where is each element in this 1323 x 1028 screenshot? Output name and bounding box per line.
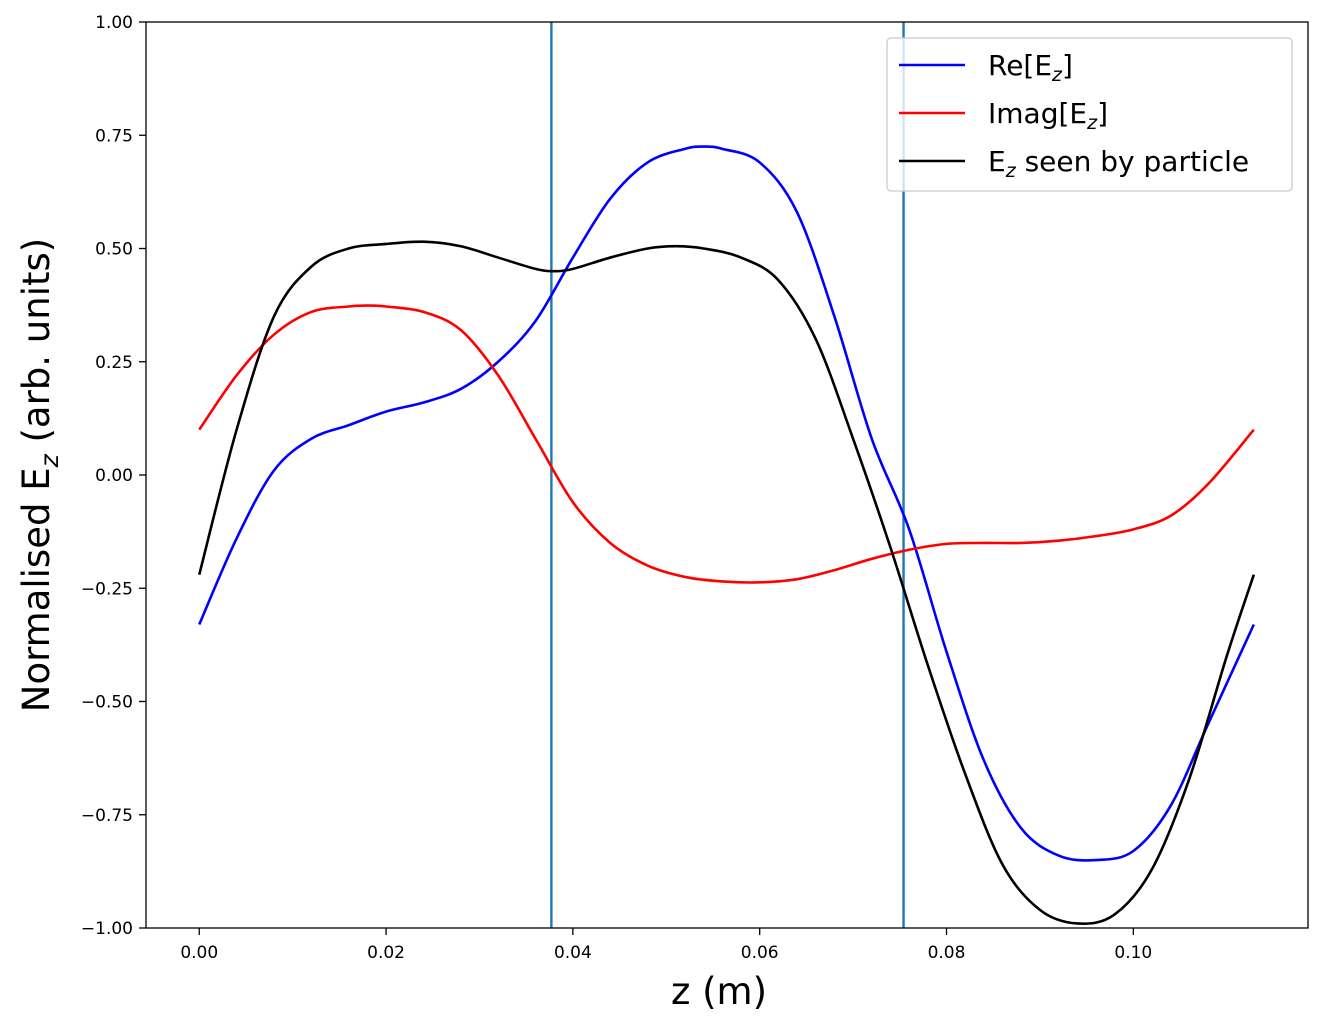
series-re-ez — [198, 145, 1256, 862]
x-tick-label: 0.10 — [1114, 943, 1152, 963]
legend: Re[Ez] Imag[Ez] Ez seen by particle — [886, 37, 1293, 192]
y-axis-label: Normalised Ez (arb. units) — [15, 238, 64, 712]
x-axis-label: z (m) — [671, 970, 767, 1013]
y-tick-label: 0.50 — [95, 240, 133, 260]
y-axis-label-main: Normalised E — [15, 467, 58, 712]
x-tick-label: 0.08 — [928, 943, 966, 963]
x-axis-ticks: 0.00 0.02 0.04 0.06 0.08 0.10 — [180, 928, 1152, 963]
legend-label: Re[Ez] — [988, 49, 1073, 86]
x-tick-label: 0.04 — [554, 943, 592, 963]
y-tick-label: 0.75 — [95, 126, 133, 146]
x-tick-label: 0.02 — [367, 943, 405, 963]
y-axis-label-sub: z — [35, 453, 64, 468]
legend-box — [886, 37, 1293, 192]
series-layer — [197, 145, 1256, 925]
legend-entry-re-ez: Re[Ez] — [899, 49, 1073, 86]
y-tick-label: −1.00 — [81, 919, 133, 939]
legend-entry-imag-ez: Imag[Ez] — [899, 97, 1108, 134]
legend-label: Ez seen by particle — [988, 145, 1249, 182]
x-tick-label: 0.06 — [741, 943, 779, 963]
y-tick-label: 1.00 — [95, 13, 133, 33]
y-axis-label-rest: (arb. units) — [15, 238, 58, 455]
y-tick-label: 0.25 — [95, 353, 133, 373]
y-tick-label: −0.50 — [81, 693, 133, 713]
y-tick-label: −0.25 — [81, 579, 133, 599]
legend-entry-ez-seen-by-particle: Ez seen by particle — [899, 145, 1249, 182]
y-tick-label: −0.75 — [81, 806, 133, 826]
legend-label: Imag[Ez] — [988, 97, 1108, 134]
x-tick-label: 0.00 — [180, 943, 218, 963]
series-ez-seen-by-particle — [197, 240, 1256, 925]
series-imag-ez — [198, 304, 1255, 584]
y-axis-ticks: −1.00 −0.75 −0.50 −0.25 0.00 0.25 0.50 0.75 1.00 — [81, 13, 146, 939]
y-tick-label: 0.00 — [95, 466, 133, 486]
